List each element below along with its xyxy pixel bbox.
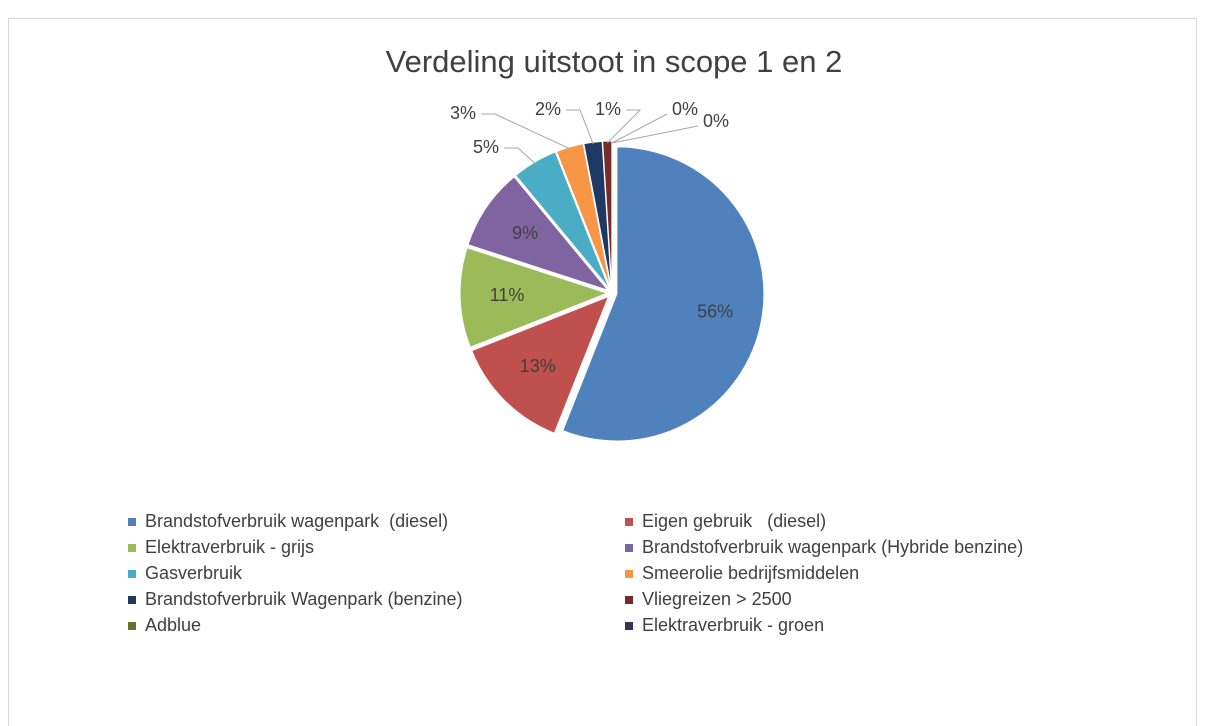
legend-swatch xyxy=(625,570,633,578)
legend-label: Eigen gebruik (diesel) xyxy=(642,511,826,531)
legend-swatch xyxy=(128,544,136,552)
data-label: 11% xyxy=(490,285,525,305)
data-label: 2% xyxy=(535,99,561,119)
legend-label: Brandstofverbruik wagenpark (Hybride ben… xyxy=(642,537,1023,557)
pie-slice xyxy=(459,247,609,348)
data-label: 9% xyxy=(512,223,538,243)
pie-slice xyxy=(467,176,610,292)
leader-line xyxy=(611,125,699,144)
data-label: 1% xyxy=(595,99,621,119)
legend-swatch xyxy=(625,596,633,604)
legend-swatch xyxy=(128,518,136,526)
data-label: 0% xyxy=(703,111,729,131)
pie-slice xyxy=(555,143,612,289)
legend-swatch xyxy=(625,622,633,630)
chart-title: Verdeling uitstoot in scope 1 en 2 xyxy=(386,44,843,79)
data-label: 13% xyxy=(520,356,556,376)
legend-label: Smeerolie bedrijfsmiddelen xyxy=(642,563,859,583)
legend-label: Brandstofverbruik Wagenpark (benzine) xyxy=(145,589,463,609)
legend-swatch xyxy=(625,544,633,552)
legend-label: Brandstofverbruik wagenpark (diesel) xyxy=(145,511,448,531)
legend-swatch xyxy=(128,570,136,578)
legend-swatch xyxy=(128,596,136,604)
data-label: 3% xyxy=(450,103,476,123)
leader-line xyxy=(606,109,642,144)
pie-slice xyxy=(471,295,610,434)
leader-line xyxy=(566,109,594,145)
data-label: 5% xyxy=(473,137,499,157)
leader-line xyxy=(611,113,668,144)
leader-line xyxy=(504,147,536,165)
legend-label: Elektraverbruik - groen xyxy=(642,615,824,635)
legend-label: Vliegreizen > 2500 xyxy=(642,589,792,609)
pie-slice xyxy=(562,146,765,442)
legend-label: Gasverbruik xyxy=(145,563,243,583)
legend-label: Adblue xyxy=(145,615,201,635)
legend-label: Elektraverbruik - grijs xyxy=(145,537,314,557)
pie-slice xyxy=(515,151,610,290)
legend-swatch xyxy=(128,622,136,630)
leader-line xyxy=(481,113,571,150)
data-label: 56% xyxy=(697,301,733,321)
legend-swatch xyxy=(625,518,633,526)
data-label: 0% xyxy=(672,99,698,119)
